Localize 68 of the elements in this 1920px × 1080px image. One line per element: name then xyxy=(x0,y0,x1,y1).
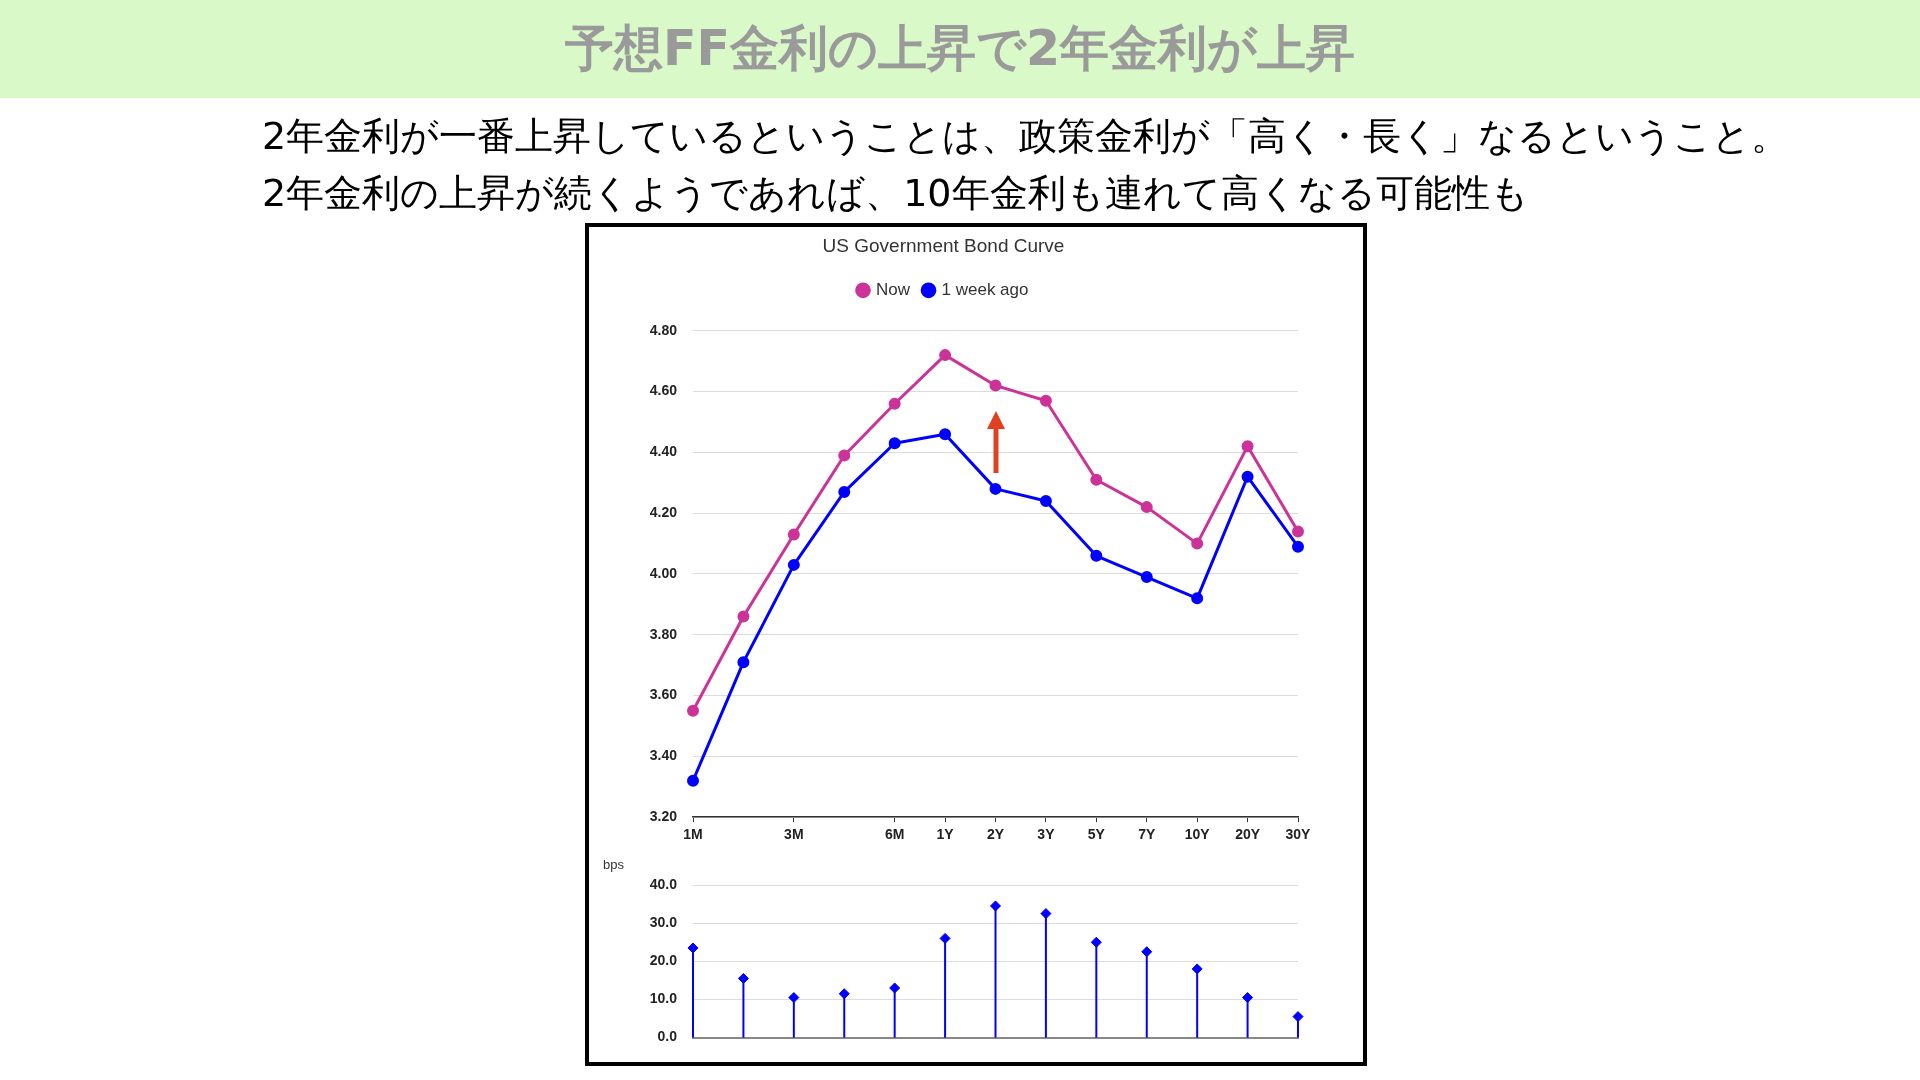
point xyxy=(1292,525,1304,538)
y-tick-label: 10.0 xyxy=(649,990,678,1007)
x-tick-label: 20Y xyxy=(1235,826,1261,843)
point xyxy=(687,704,699,717)
point xyxy=(1090,549,1103,562)
point xyxy=(787,558,800,571)
point xyxy=(1242,992,1254,1004)
point xyxy=(1191,537,1204,550)
point xyxy=(939,428,952,441)
point xyxy=(737,972,749,984)
point xyxy=(1191,963,1203,975)
text: 2年金利が一番上昇しているということは、政策金利が「高く・長く」なるということ。 2年金利の上昇が続くようであれば、10年金利も連れて高くなる可能性も xyxy=(262,113,1790,217)
point xyxy=(1039,394,1052,407)
point xyxy=(737,656,750,669)
point xyxy=(989,379,1002,392)
x-tick-label: 7Y xyxy=(1138,826,1156,843)
x-tick-label: 1Y xyxy=(936,826,955,843)
y-tick-label: 3.40 xyxy=(649,747,678,764)
legend-label: 1 week ago xyxy=(941,279,1029,299)
y-tick-label: 4.80 xyxy=(649,321,678,338)
point xyxy=(1241,440,1254,453)
x-tick-label: 3M xyxy=(784,826,804,843)
x-tick-label: 2Y xyxy=(986,826,1005,843)
point xyxy=(1241,470,1254,483)
point xyxy=(1191,592,1204,605)
point xyxy=(838,485,851,498)
point xyxy=(1039,495,1052,508)
point xyxy=(788,992,800,1004)
point xyxy=(989,482,1002,495)
y-tick-label: 4.20 xyxy=(649,504,678,521)
point xyxy=(939,932,951,944)
point xyxy=(1140,501,1153,514)
point xyxy=(687,774,699,787)
x-tick-label: 10Y xyxy=(1184,826,1211,843)
y-tick-label: 40.0 xyxy=(649,875,678,892)
x-tick-label: 6M xyxy=(884,826,905,843)
point xyxy=(1090,473,1103,486)
point xyxy=(838,449,851,462)
point xyxy=(990,900,1001,912)
x-tick-label: 5Y xyxy=(1087,826,1106,843)
y-tick-label: 4.00 xyxy=(649,564,678,581)
x-tick-label: 3Y xyxy=(1037,826,1056,843)
y-tick-label: 3.80 xyxy=(649,625,678,642)
x-tick-label: 30Y xyxy=(1285,826,1312,843)
x-tick-label: 1M xyxy=(683,826,703,843)
y-tick-label: 30.0 xyxy=(649,914,678,931)
point xyxy=(939,349,952,362)
point xyxy=(1141,946,1153,958)
point xyxy=(1090,936,1102,948)
text: 予想FF金利の上昇で2年金利が上昇 xyxy=(564,20,1356,77)
y-axis-title: bps xyxy=(603,856,625,872)
point xyxy=(787,528,800,541)
chart-title: US Government Bond Curve xyxy=(822,234,1065,256)
point xyxy=(1140,571,1153,584)
point xyxy=(838,988,850,1000)
point xyxy=(1292,540,1304,553)
point xyxy=(888,437,901,450)
y-tick-label: 3.20 xyxy=(649,808,678,825)
point xyxy=(1040,908,1052,920)
point xyxy=(737,610,750,623)
y-tick-label: 0.0 xyxy=(657,1028,678,1045)
legend-label: Now xyxy=(876,279,911,299)
y-tick-label: 20.0 xyxy=(649,952,678,969)
point xyxy=(889,982,901,994)
y-tick-label: 4.60 xyxy=(649,382,678,399)
y-tick-label: 4.40 xyxy=(649,443,678,460)
point xyxy=(888,397,901,410)
y-tick-label: 3.60 xyxy=(649,686,678,703)
